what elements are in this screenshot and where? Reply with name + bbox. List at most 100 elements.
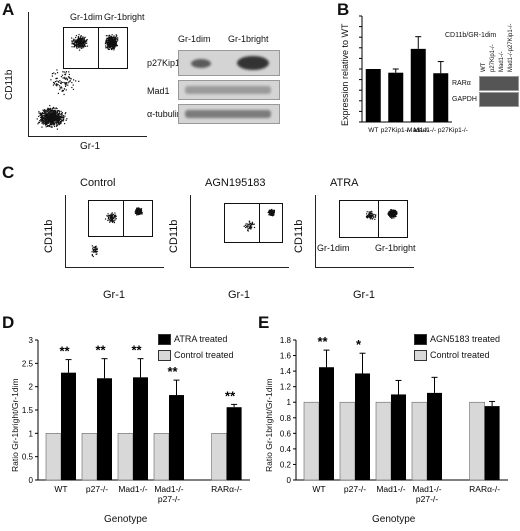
x-tick-label-d: p27-/- <box>86 484 108 494</box>
facs-plot-c <box>65 195 164 268</box>
chart-b: WT p27Kip1-/-Mad1-/-Mad1-/- p27Kip1-/- <box>359 15 468 134</box>
blot-strip-mad1 <box>178 80 280 100</box>
significance-mark-d: ** <box>131 343 142 358</box>
facs-plot-c <box>190 195 289 268</box>
legend-label-control-d: Control treated <box>174 350 234 360</box>
panel-label-e: E <box>258 313 270 332</box>
facs-title-c: ATRA <box>330 177 359 189</box>
x-tick-label-b: Mad1-/- p27Kip1-/- <box>414 127 468 134</box>
panel-label-c: C <box>2 163 15 182</box>
y-tick-label-e: 1.4 <box>280 367 292 376</box>
y-tick-label-d: 2 <box>29 383 34 392</box>
x-tick-label-d: p27-/- <box>158 494 180 504</box>
x-tick-label-b: Mad1-/- <box>407 127 429 134</box>
facs-plot-c <box>315 195 414 268</box>
chart-d: 0 0.5 1 1.5 2 2.5 3 ** WT ** p27-/- ** Mad1-/- ** Mad1… <box>22 336 250 504</box>
significance-mark-d: ** <box>167 364 178 379</box>
bar-treated-e <box>319 367 334 480</box>
x-tick-label-b: WT <box>368 127 378 134</box>
gate-bright-a <box>98 27 128 69</box>
x-tick-label-e: p27-/- <box>416 494 438 504</box>
significance-mark-d: ** <box>95 343 106 358</box>
x-tick-label-d: Mad1-/- <box>118 484 147 494</box>
panel-label-a: A <box>2 0 15 19</box>
blot-strip-p27 <box>178 50 280 76</box>
blot-row-p27: p27Kip1 <box>147 58 181 68</box>
ylabel-e: Ratio Gr-1bright/Gr-1dim <box>264 378 274 472</box>
y-tick-label-e: 1.2 <box>280 383 292 392</box>
blot-row-mad1: Mad1 <box>147 86 170 96</box>
bar-b <box>410 48 426 122</box>
xlabel-c: Gr-1 <box>353 289 375 301</box>
facs-title-c: Control <box>80 177 116 189</box>
inset-col-label: WT <box>481 62 487 72</box>
bar-treated-e <box>427 392 442 480</box>
bar-control-d <box>117 433 134 481</box>
y-tick-label-d: 3 <box>29 336 34 345</box>
y-tick-label-d: 0 <box>29 476 34 485</box>
y-tick-label-d: 1.5 <box>22 406 34 415</box>
x-tick-label-b: p27Kip1-/- <box>381 127 411 134</box>
ylabel-c: CD11b <box>293 219 305 253</box>
inset-col-label: Mad1-/-p27Kip1-/- <box>508 23 514 72</box>
ylabel-d: Ratio Gr-1bright/Gr-1dim <box>10 378 20 472</box>
bar-treated-e <box>484 406 500 480</box>
gate-dim-label-c: Gr-1dim <box>317 243 350 253</box>
facs-plot-a <box>28 12 147 137</box>
facs-scatter-a <box>36 34 119 130</box>
bar-control-e <box>339 401 356 481</box>
gate-dim-c <box>224 203 260 243</box>
legend-swatch-control-e <box>414 350 427 361</box>
facs-scatter-c <box>243 208 276 232</box>
x-tick-label-e: RARα-/- <box>469 484 500 494</box>
gate-bright-c <box>123 200 153 237</box>
bar-control-e <box>411 401 428 481</box>
y-tick-label-e: 1.6 <box>280 352 292 361</box>
inset-row-rar: RARα <box>452 80 471 87</box>
facs-scatter-c <box>365 209 398 220</box>
blot-strip-tubulin <box>178 104 280 124</box>
y-tick-label-d: 0.5 <box>22 453 34 462</box>
bar-control-e <box>469 401 485 481</box>
xlabel-d: Genotype <box>104 514 148 525</box>
legend-label-treated-d: ATRA treated <box>174 334 228 344</box>
y-tick-label-e: 1 <box>287 398 292 407</box>
ylabel-b: Expression relative to WT <box>340 23 350 126</box>
ylabel-c: CD11b <box>168 219 180 253</box>
x-tick-label-d: RARα-/- <box>211 484 242 494</box>
inset-col-label: p27Kip1-/- <box>490 44 496 72</box>
y-tick-label-e: 0 <box>287 476 292 485</box>
bar-treated-e <box>391 394 406 480</box>
significance-mark-d: ** <box>59 344 70 359</box>
bar-b <box>365 69 381 122</box>
chart-e: 00.20.40.60.811.21.41.61.8 **WT*p27-/- Mad… <box>280 334 508 504</box>
xlabel-c: Gr-1 <box>228 289 250 301</box>
bar-b <box>433 73 449 122</box>
inset-col-label: Mad1-/- <box>499 51 505 72</box>
blot-col-bright: Gr-1bright <box>228 34 269 44</box>
x-tick-label-e: Mad1-/- <box>376 484 405 494</box>
gate-dim-c <box>339 200 379 238</box>
bar-control-d <box>45 433 62 481</box>
gate-bright-label-c: Gr-1bright <box>375 243 416 253</box>
inset-gel-gapdh <box>479 92 519 107</box>
gate-dim-label-a: Gr-1dim <box>70 12 103 22</box>
x-tick-label-e: Mad1-/- <box>412 484 441 494</box>
gate-bright-c <box>378 200 408 238</box>
bar-b <box>388 72 404 122</box>
bar-treated-d <box>133 377 148 480</box>
bar-treated-e <box>355 373 370 480</box>
legend-swatch-treated-d <box>158 334 171 345</box>
ylabel-c: CD11b <box>43 219 55 253</box>
bar-control-d <box>211 433 227 481</box>
x-tick-label-e: WT <box>312 484 325 494</box>
facs-scatter-c <box>91 207 143 258</box>
y-tick-label-e: 0.2 <box>280 460 292 469</box>
xlabel-e: Genotype <box>372 514 416 525</box>
y-tick-label-e: 0.8 <box>280 414 292 423</box>
bar-control-d <box>153 433 170 481</box>
bar-treated-d <box>97 378 112 480</box>
inset-gel-rar <box>479 76 519 91</box>
gate-bright-c <box>259 203 283 243</box>
y-tick-label-e: 1.8 <box>280 336 292 345</box>
